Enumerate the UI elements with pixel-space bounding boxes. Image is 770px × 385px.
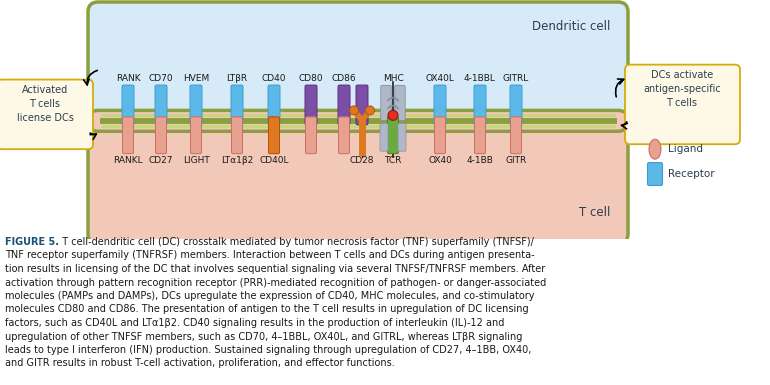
Text: molecules CD80 and CD86. The presentation of antigen to the T cell results in up: molecules CD80 and CD86. The presentatio… (5, 305, 529, 315)
FancyBboxPatch shape (398, 123, 406, 151)
Text: Receptor: Receptor (668, 169, 715, 179)
FancyBboxPatch shape (155, 85, 167, 125)
FancyBboxPatch shape (122, 117, 133, 154)
Text: CD80: CD80 (299, 74, 323, 82)
Circle shape (388, 110, 398, 121)
Text: LTβR: LTβR (226, 74, 248, 82)
Text: MHC: MHC (383, 74, 403, 82)
Ellipse shape (649, 139, 661, 159)
Text: 4-1BBL: 4-1BBL (464, 74, 496, 82)
Text: GITR: GITR (505, 156, 527, 165)
FancyBboxPatch shape (395, 85, 405, 121)
Text: Activated
T cells
license DCs: Activated T cells license DCs (17, 85, 73, 122)
Text: activation through pattern recognition receptor (PRR)-mediated recognition of pa: activation through pattern recognition r… (5, 278, 546, 288)
FancyBboxPatch shape (268, 85, 280, 125)
Text: GITRL: GITRL (503, 74, 529, 82)
FancyBboxPatch shape (387, 117, 399, 154)
Text: Dendritic cell: Dendritic cell (531, 20, 610, 33)
FancyBboxPatch shape (305, 85, 317, 125)
FancyBboxPatch shape (474, 85, 486, 125)
Circle shape (366, 106, 374, 115)
FancyBboxPatch shape (339, 117, 350, 154)
Text: TNF receptor superfamily (TNFRSF) members. Interaction between T cells and DCs d: TNF receptor superfamily (TNFRSF) member… (5, 251, 534, 261)
Text: CD40L: CD40L (259, 156, 289, 165)
FancyBboxPatch shape (231, 85, 243, 125)
Text: OX40: OX40 (428, 156, 452, 165)
Text: molecules (PAMPs and DAMPs), DCs upregulate the expression of CD40, MHC molecule: molecules (PAMPs and DAMPs), DCs upregul… (5, 291, 534, 301)
Text: LTα1β2: LTα1β2 (221, 156, 253, 165)
FancyBboxPatch shape (381, 85, 391, 121)
Text: LIGHT: LIGHT (182, 156, 209, 165)
Text: CD86: CD86 (332, 74, 357, 82)
FancyBboxPatch shape (625, 65, 740, 144)
Text: CD40: CD40 (262, 74, 286, 82)
Text: OX40L: OX40L (426, 74, 454, 82)
Text: tion results in licensing of the DC that involves sequential signaling via sever: tion results in licensing of the DC that… (5, 264, 545, 274)
Text: 4-1BB: 4-1BB (467, 156, 494, 165)
Text: CD70: CD70 (149, 74, 173, 82)
FancyBboxPatch shape (511, 117, 521, 154)
Circle shape (350, 106, 359, 115)
Text: and GITR results in robust T-cell activation, proliferation, and effector functi: and GITR results in robust T-cell activa… (5, 358, 395, 368)
Text: DCs activate
antigen-specific
T cells: DCs activate antigen-specific T cells (643, 70, 721, 108)
FancyBboxPatch shape (474, 117, 486, 154)
Text: Ligand: Ligand (668, 144, 703, 154)
FancyBboxPatch shape (356, 85, 368, 125)
Text: HVEM: HVEM (183, 74, 209, 82)
FancyBboxPatch shape (232, 117, 243, 154)
Text: CD28: CD28 (350, 156, 374, 165)
Text: TCR: TCR (384, 156, 402, 165)
Text: RANK: RANK (116, 74, 140, 82)
FancyBboxPatch shape (648, 162, 662, 186)
Text: upregulation of other TNFSF members, such as CD70, 4–1BBL, OX40L, and GITRL, whe: upregulation of other TNFSF members, suc… (5, 331, 522, 341)
FancyBboxPatch shape (380, 123, 388, 151)
FancyBboxPatch shape (88, 2, 628, 131)
FancyBboxPatch shape (269, 117, 280, 154)
FancyBboxPatch shape (156, 117, 166, 154)
FancyBboxPatch shape (434, 117, 446, 154)
Text: leads to type I interferon (IFN) production. Sustained signaling through upregul: leads to type I interferon (IFN) product… (5, 345, 531, 355)
Text: T cell-dendritic cell (DC) crosstalk mediated by tumor necrosis factor (TNF) sup: T cell-dendritic cell (DC) crosstalk med… (56, 237, 534, 247)
Text: CD27: CD27 (149, 156, 173, 165)
FancyBboxPatch shape (306, 117, 316, 154)
FancyBboxPatch shape (338, 85, 350, 125)
Text: FIGURE 5.: FIGURE 5. (5, 237, 59, 247)
FancyBboxPatch shape (0, 80, 93, 149)
FancyBboxPatch shape (190, 117, 202, 154)
Text: factors, such as CD40L and LTα1β2. CD40 signaling results in the production of i: factors, such as CD40L and LTα1β2. CD40 … (5, 318, 504, 328)
FancyBboxPatch shape (434, 85, 446, 125)
FancyBboxPatch shape (122, 85, 134, 125)
FancyBboxPatch shape (190, 85, 202, 125)
Text: T cell: T cell (578, 206, 610, 219)
Text: RANKL: RANKL (113, 156, 142, 165)
FancyBboxPatch shape (88, 110, 628, 244)
FancyBboxPatch shape (510, 85, 522, 125)
FancyBboxPatch shape (269, 117, 280, 154)
